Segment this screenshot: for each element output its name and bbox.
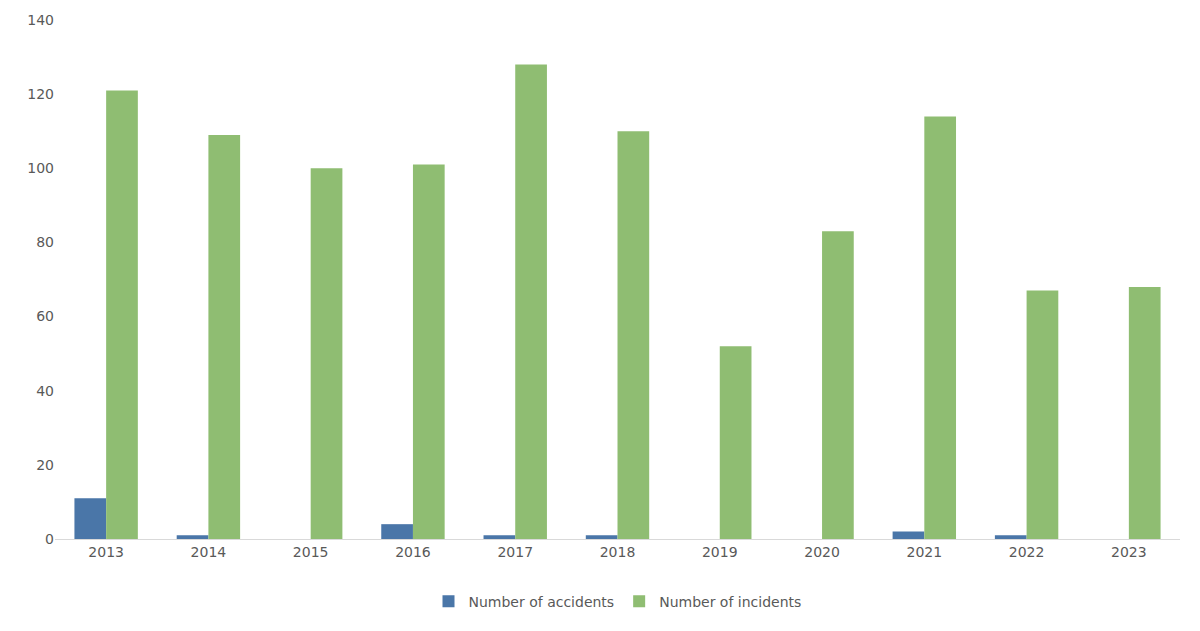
svg-text:100: 100 bbox=[27, 160, 54, 176]
svg-text:2014: 2014 bbox=[191, 544, 227, 560]
svg-text:60: 60 bbox=[36, 308, 54, 324]
svg-text:2019: 2019 bbox=[702, 544, 738, 560]
svg-text:140: 140 bbox=[27, 12, 54, 28]
svg-text:Number of accidents: Number of accidents bbox=[469, 594, 615, 610]
svg-text:40: 40 bbox=[36, 383, 54, 399]
svg-text:80: 80 bbox=[36, 234, 54, 250]
svg-text:2023: 2023 bbox=[1111, 544, 1147, 560]
svg-text:2017: 2017 bbox=[497, 544, 533, 560]
svg-text:2021: 2021 bbox=[906, 544, 942, 560]
svg-text:2016: 2016 bbox=[395, 544, 431, 560]
svg-text:2013: 2013 bbox=[88, 544, 124, 560]
svg-text:2018: 2018 bbox=[600, 544, 636, 560]
svg-text:20: 20 bbox=[36, 457, 54, 473]
svg-text:2015: 2015 bbox=[293, 544, 329, 560]
svg-text:2020: 2020 bbox=[804, 544, 840, 560]
svg-text:120: 120 bbox=[27, 86, 54, 102]
svg-text:0: 0 bbox=[45, 531, 54, 547]
svg-text:2022: 2022 bbox=[1009, 544, 1045, 560]
svg-text:Number of incidents: Number of incidents bbox=[659, 594, 801, 610]
